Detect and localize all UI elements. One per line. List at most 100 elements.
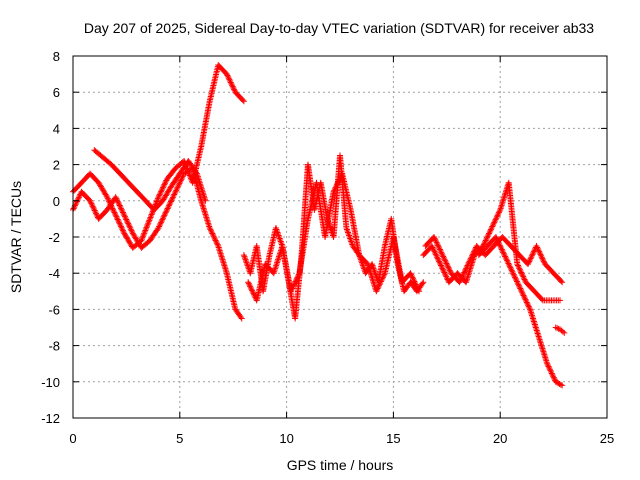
data-point [143, 224, 150, 231]
data-point [165, 204, 172, 211]
data-point [514, 261, 521, 268]
data-point [248, 286, 255, 293]
data-point [141, 228, 148, 235]
data-point [250, 290, 257, 297]
data-point [502, 253, 509, 260]
data-point [407, 270, 414, 277]
data-point [213, 240, 220, 247]
data-point [432, 251, 439, 258]
data-point [445, 264, 452, 271]
data-point [112, 212, 119, 219]
data-point [140, 233, 147, 240]
data-point [551, 376, 558, 383]
data-point [229, 83, 236, 90]
data-point [288, 286, 295, 293]
y-tick-label: -12 [41, 411, 60, 426]
data-point [379, 275, 386, 282]
y-tick-label: -10 [41, 375, 60, 390]
data-point [128, 227, 135, 234]
data-point [124, 219, 131, 226]
data-point [119, 226, 126, 233]
data-point [156, 192, 163, 199]
data-point [520, 292, 527, 299]
data-point [334, 180, 341, 187]
data-point [483, 236, 490, 243]
data-point [500, 250, 507, 257]
data-point [157, 190, 164, 197]
series-track-b [70, 165, 245, 322]
data-point [289, 285, 296, 292]
data-point [432, 250, 439, 257]
data-point [116, 220, 123, 227]
data-point [167, 199, 174, 206]
data-point [210, 233, 217, 240]
data-point [88, 200, 95, 207]
data-point [522, 296, 529, 303]
data-point [558, 278, 565, 285]
data-point [117, 222, 124, 229]
data-point [158, 188, 165, 195]
data-point [557, 297, 564, 304]
data-point [548, 370, 555, 377]
data-point [129, 228, 136, 235]
data-point [208, 229, 215, 236]
data-point [91, 207, 98, 214]
data-point [148, 211, 155, 218]
data-point [484, 234, 491, 241]
data-point [209, 230, 216, 237]
data-point [146, 217, 153, 224]
y-tick-label: -6 [48, 302, 60, 317]
data-point [289, 284, 296, 291]
data-point [164, 205, 171, 212]
data-point [488, 224, 495, 231]
data-point [432, 236, 439, 243]
data-point [561, 329, 568, 336]
series-track-d [240, 152, 427, 322]
data-point [287, 288, 294, 295]
data-point [489, 223, 496, 230]
data-point [504, 259, 511, 266]
y-axis-label: SDTVAR / TECUs [8, 181, 24, 293]
data-point [142, 226, 149, 233]
data-point [539, 255, 546, 262]
data-point [104, 194, 111, 201]
data-point [245, 280, 252, 287]
data-point [172, 188, 179, 195]
x-axis-label: GPS time / hours [287, 457, 394, 473]
data-point [444, 263, 451, 270]
data-point [226, 76, 233, 83]
data-point [534, 245, 541, 252]
data-point [494, 238, 501, 245]
data-point [438, 250, 445, 257]
data-point [409, 274, 416, 281]
data-point [174, 184, 181, 191]
data-point [125, 222, 132, 229]
data-point [156, 223, 163, 230]
data-point [550, 374, 557, 381]
y-tick-label: -8 [48, 339, 60, 354]
series-track-a [70, 62, 247, 251]
data-point [410, 277, 417, 284]
data-point [162, 211, 169, 218]
x-axis-ticks: 0 5 10 15 20 25 [69, 56, 614, 446]
data-point [138, 237, 145, 244]
y-tick-label: 2 [53, 158, 60, 173]
data-point [496, 240, 503, 247]
data-point [76, 192, 83, 199]
data-point [430, 245, 437, 252]
data-point [519, 272, 526, 279]
data-point [114, 198, 121, 205]
data-point [160, 215, 167, 222]
data-point [119, 208, 126, 215]
data-point [537, 251, 544, 258]
data-point [247, 284, 254, 291]
data-point [548, 369, 555, 376]
data-point [517, 268, 524, 275]
data-point [420, 279, 427, 286]
data-point [435, 243, 442, 250]
data-point [89, 201, 96, 208]
data-point [540, 258, 547, 265]
data-point [375, 282, 382, 289]
